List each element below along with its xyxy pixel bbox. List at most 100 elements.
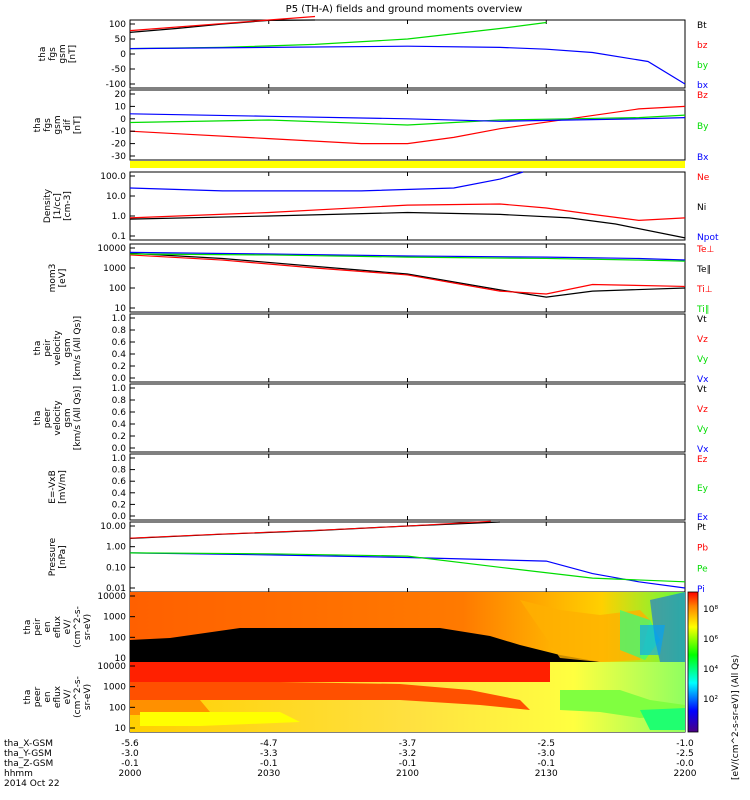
y-tick-label: -20 [111,140,126,150]
y-tick-label: 0 [120,50,126,60]
y-tick-label: 0.4 [112,489,127,499]
y-axis-labels: tha fgs gsm [nT]tha fgs gsm dif [nT]Density [1/c… [23,44,93,717]
legend-entry: Vz [697,335,708,345]
y-tick-label: 100 [109,20,126,30]
legend-entry: Bt [697,21,707,31]
y-tick-label: 0.01 [106,584,126,594]
y-tick-label: -100 [106,80,127,90]
legend-entry: Vy [697,355,709,365]
y-tick-label: 1.0 [112,384,127,394]
legend-entry: Vz [697,405,708,415]
y-tick-label: 10 [115,654,127,664]
legend-entry: Ex [697,513,709,523]
y-tick-label: 0.2 [112,362,126,372]
y-tick-label: 0.0 [112,512,127,522]
x-axis-value: 2100 [396,769,419,779]
x-axis-value: -3.3 [260,749,278,759]
legend-entry: Vx [697,375,709,385]
y-tick-label: 10.00 [100,522,126,532]
y-axis-label: gsm [53,115,63,134]
y-tick-label: 10 [115,724,127,734]
y-tick-label: 1000 [103,683,126,693]
colorbar-tick: 10² [703,695,718,705]
y-tick-label: 0.6 [112,477,127,487]
series-line [129,254,686,295]
figure-title: P5 (TH-A) fields and ground moments over… [286,4,523,15]
y-tick-label: 1.0 [112,454,127,464]
legend-entry: Pe [697,564,708,574]
y-tick-label: 0.6 [112,338,127,348]
series-line [129,19,316,33]
y-tick-label: 10 [115,304,127,314]
y-axis-label: peer [43,407,53,428]
ion-spectrogram [130,592,685,662]
series-line [129,105,686,145]
y-tick-label: 0.4 [112,350,127,360]
series-line [129,45,686,85]
panel-frame [129,313,686,383]
x-axis-value: -0.1 [399,759,417,769]
electron-spectrogram [130,662,685,732]
y-axis-label: [1/cc] [53,193,63,219]
series-line [129,253,686,262]
y-axis-label: [nPa] [58,545,68,568]
x-axis-value: -0.1 [121,759,139,769]
y-axis-label: en [43,621,53,632]
y-axis-label: velocity [53,330,63,366]
x-axis-value: -3.0 [121,749,139,759]
y-axis-label: [km/s (All Qs)] [73,386,83,450]
legend-entry: bz [697,41,708,51]
series-line [129,114,686,126]
y-axis-label: peer [33,686,43,707]
y-axis-label: tha [33,118,43,133]
legend-entry: Ne [697,173,710,183]
y-tick-label: 1000 [103,613,126,623]
y-tick-label: 50 [115,35,127,45]
legend-entry: Vy [697,425,709,435]
legend-entry: Te⊥ [696,245,715,255]
y-axis-label: tha [33,411,43,426]
legend-entry: Ni [697,203,706,213]
legend-entry: Ti⊥ [696,285,713,295]
x-axis-value: -1.0 [676,739,694,749]
yellow-bar [130,161,685,168]
panel-frame [129,171,686,241]
y-axis-label: eflux [53,685,63,708]
legends: BtbzbybxBzByBxNeNiNpotTe⊥Te∥Ti⊥Ti∥VtVzVy… [696,21,719,595]
y-tick-label: -50 [111,65,126,75]
y-axis-label: [cm-3] [63,191,73,221]
y-axis-label: eV/ [63,619,73,635]
series-line [129,552,686,583]
y-axis-label: mom3 [48,264,58,293]
y-axis-label: eflux [53,615,63,638]
y-axis-label: dif [63,118,73,130]
y-tick-label: 0.2 [112,500,126,510]
y-axis-label: (cm^2-s- [73,606,83,648]
series-line [129,171,524,192]
y-tick-label: 0.8 [112,466,127,476]
y-axis-label: [nT] [68,45,78,63]
x-axis-values: -5.6 -4.7 -3.7 -2.5 -1.0-3.0 -3.3 -3.2 -3.0 -2.5… [119,739,697,779]
x-row-label: tha_Y-GSM [4,749,52,759]
y-tick-label: 0 [120,115,126,125]
y-axis-label: Density [43,188,53,223]
y-axis-label: en [43,691,53,702]
y-tick-label: 100 [109,284,126,294]
y-tick-label: -30 [111,152,126,162]
y-tick-label: 0.8 [112,326,127,336]
legend-entry: Pi [697,585,705,595]
y-axis-label: fgs [43,118,53,132]
legend-entry: Ez [697,455,708,465]
x-axis-value: -0.1 [260,759,278,769]
y-axis-label: [km/s (All Qs)] [73,316,83,380]
y-tick-label: -10 [111,127,126,137]
y-axis-label: tha [23,620,33,635]
legend-entry: bx [697,81,709,91]
legend-entry: Vx [697,445,709,455]
y-tick-label: 10000 [97,244,126,254]
x-axis-table: tha_X-GSM tha_Y-GSM tha_Z-GSM hhmm 2014 … [4,739,60,789]
legend-entry: By [697,122,709,132]
x-axis-value: 2200 [674,769,697,779]
x-axis-value: 2130 [535,769,558,779]
colorbar-tick: 10⁶ [703,635,718,645]
